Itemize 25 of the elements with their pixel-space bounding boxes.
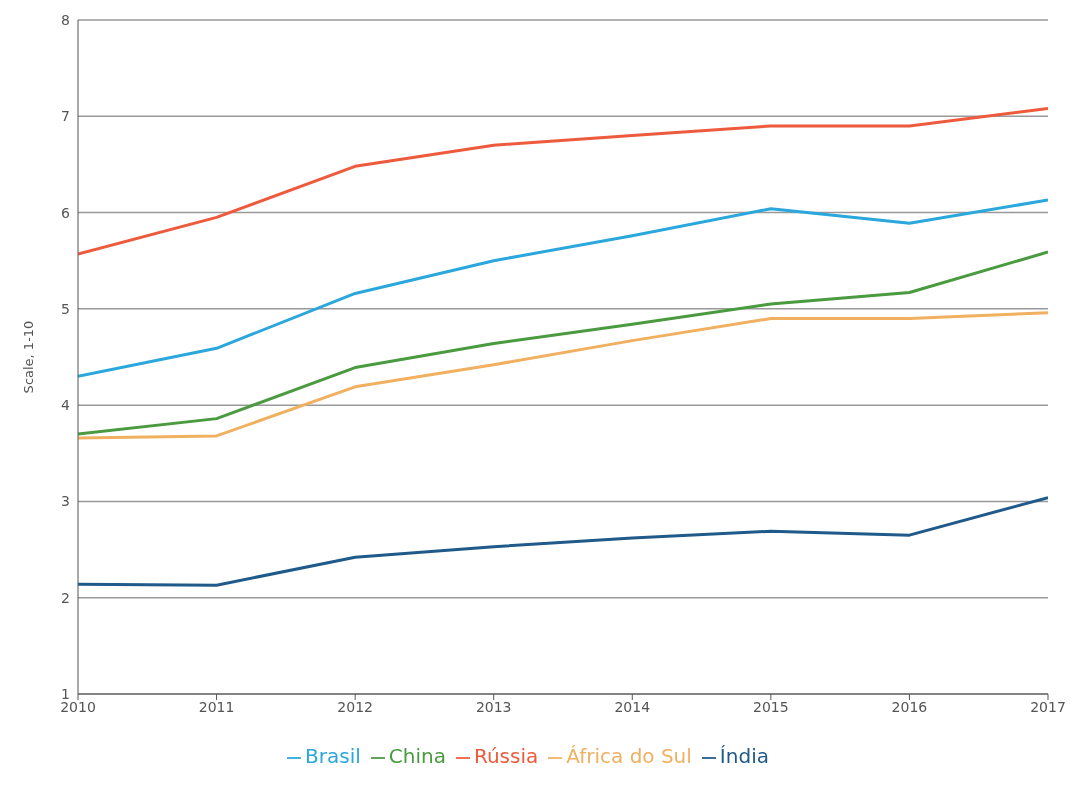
y-tick-label: 2 xyxy=(61,589,70,606)
y-tick-label: 3 xyxy=(61,493,70,510)
x-tick-label: 2011 xyxy=(198,698,235,715)
legend-label: Brasil xyxy=(305,744,361,768)
line-series xyxy=(78,496,1048,587)
legend-label: China xyxy=(388,744,446,768)
line-series xyxy=(78,311,1048,440)
x-tick-label: 2014 xyxy=(614,698,651,715)
y-tick-label: 4 xyxy=(61,397,71,414)
y-tick-label: 8 xyxy=(61,11,70,28)
line-series xyxy=(78,250,1048,436)
y-tick-label: 6 xyxy=(61,204,71,221)
legend-label: Rússia xyxy=(473,744,539,768)
legend-label: África do Sul xyxy=(566,744,692,768)
x-tick-label: 2013 xyxy=(475,698,512,715)
legend-label: Índia xyxy=(719,744,769,768)
x-tick-label: 2012 xyxy=(337,698,373,715)
x-tick-label: 2015 xyxy=(753,698,789,715)
x-tick-label: 2017 xyxy=(1030,698,1066,715)
x-tick-label: 2016 xyxy=(891,698,928,715)
line-series xyxy=(78,198,1048,378)
y-axis-title: Scale, 1-10 xyxy=(20,320,36,394)
y-tick-label: 7 xyxy=(61,108,70,125)
y-tick-label: 5 xyxy=(61,300,70,317)
line-series xyxy=(78,107,1048,256)
